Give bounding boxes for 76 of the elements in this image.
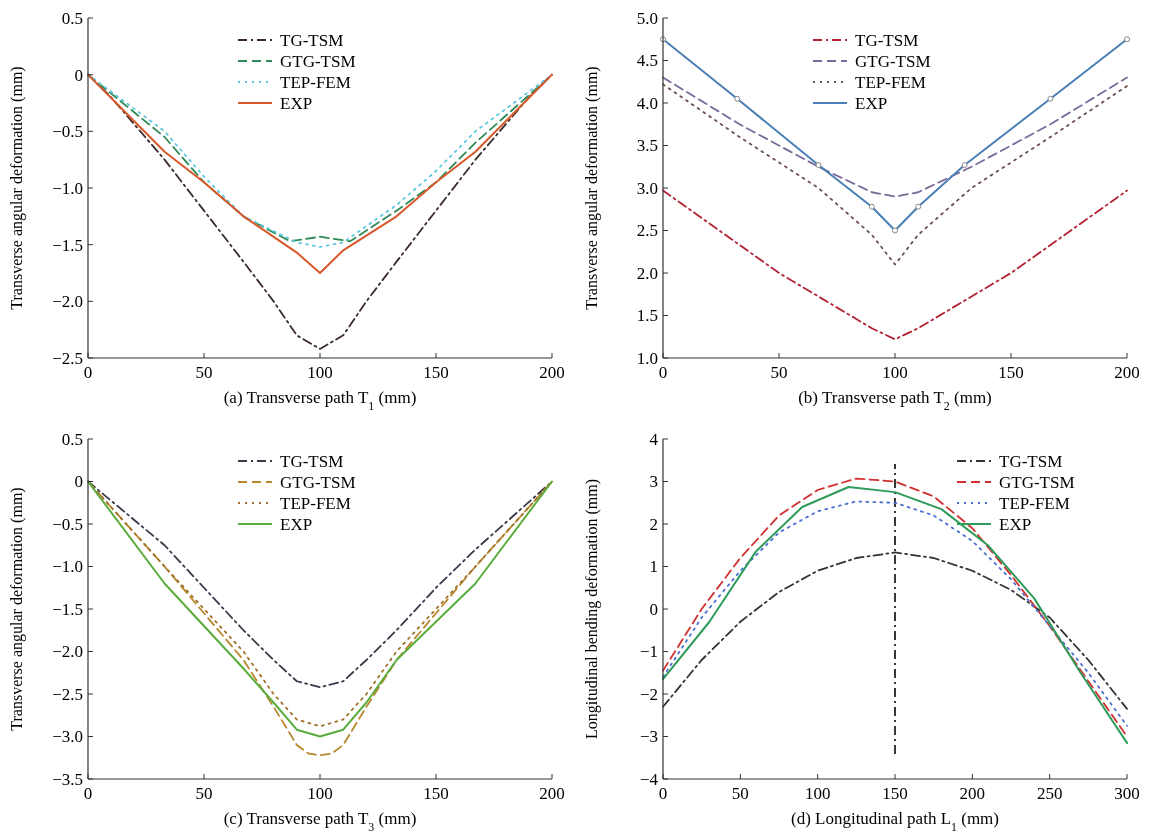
legend-label: GTG-TSM [855, 51, 931, 71]
x-axis-title: (c) Transverse path T$_{3}$ (mm) [223, 809, 417, 834]
y-axis-title: Longitudinal bending deformation (mm) [583, 479, 601, 739]
legend-label: EXP [999, 514, 1032, 534]
x-tick-label: 150 [423, 363, 449, 382]
y-tick-label: −2.5 [52, 348, 83, 368]
x-tick-label: 100 [804, 784, 831, 803]
x-tick-label: 200 [539, 784, 565, 803]
x-tick-label: 200 [539, 363, 565, 382]
y-tick-label: −1 [639, 642, 658, 662]
y-tick-label: 5.0 [636, 8, 658, 28]
legend-label: TG-TSM [999, 451, 1063, 471]
x-tick-label: 100 [307, 784, 333, 803]
y-tick-label: 2.0 [636, 263, 658, 283]
legend-label: TEP-FEM [280, 72, 351, 92]
y-tick-label: −2.0 [52, 292, 83, 312]
legend-label: TEP-FEM [999, 493, 1070, 513]
x-tick-label: 200 [1114, 363, 1140, 382]
y-tick-label: 1.0 [636, 348, 658, 368]
y-tick-label: 0 [74, 472, 83, 492]
legend-label: EXP [855, 93, 888, 113]
y-tick-label: −2 [639, 684, 658, 704]
y-tick-label: −3.5 [52, 769, 83, 789]
y-tick-label: 4.5 [636, 51, 658, 71]
y-tick-label: 2.5 [636, 221, 658, 241]
y-tick-label: −1.0 [52, 557, 83, 577]
x-axis-title: (d) Longitudinal path L$_{1}$ (mm) [790, 809, 1000, 834]
legend-label: TG-TSM [855, 30, 919, 50]
y-tick-label: 0.5 [61, 8, 83, 28]
x-tick-label: 150 [998, 363, 1024, 382]
legend-label: EXP [280, 514, 313, 534]
legend-label: TG-TSM [280, 451, 344, 471]
x-tick-label: 50 [195, 363, 213, 382]
y-tick-label: 4 [649, 429, 659, 449]
x-axis-title: (a) Transverse path T$_{1}$ (mm) [223, 388, 417, 413]
y-tick-label: 1 [649, 557, 658, 577]
x-tick-label: 100 [307, 363, 333, 382]
y-tick-label: −4 [639, 769, 659, 789]
y-tick-label: 0 [649, 599, 658, 619]
y-tick-label: −2.0 [52, 642, 83, 662]
y-tick-label: −0.5 [52, 122, 83, 142]
legend-label: GTG-TSM [999, 472, 1075, 492]
y-tick-label: −3 [639, 727, 658, 747]
x-tick-label: 50 [731, 784, 749, 803]
x-tick-label: 50 [195, 784, 213, 803]
y-tick-label: −3.0 [52, 727, 83, 747]
x-tick-label: 150 [423, 784, 449, 803]
legend-label: TEP-FEM [855, 72, 926, 92]
legend-label: GTG-TSM [280, 472, 356, 492]
y-tick-label: 3 [649, 472, 658, 492]
y-tick-label: 3.0 [636, 178, 658, 198]
y-tick-label: 1.5 [636, 306, 658, 326]
y-tick-label: −2.5 [52, 684, 83, 704]
y-tick-label: −1.0 [52, 178, 83, 198]
x-tick-label: 250 [1036, 784, 1063, 803]
y-tick-label: 0 [74, 65, 83, 85]
y-axis-title: Transverse angular deformation (mm) [8, 66, 26, 310]
y-tick-label: 2 [649, 514, 658, 534]
y-tick-label: 0.5 [61, 429, 83, 449]
y-tick-label: 3.5 [636, 136, 658, 156]
legend-label: GTG-TSM [280, 51, 356, 71]
legend-label: TG-TSM [280, 30, 344, 50]
legend-label: TEP-FEM [280, 493, 351, 513]
x-tick-label: 50 [770, 363, 788, 382]
y-tick-label: −0.5 [52, 514, 83, 534]
x-tick-label: 100 [882, 363, 908, 382]
y-tick-label: 4.0 [636, 93, 658, 113]
x-tick-label: 150 [882, 784, 908, 803]
y-tick-label: −1.5 [52, 599, 83, 619]
y-axis-title: Transverse angular deformation (mm) [8, 487, 26, 731]
x-tick-label: 300 [1114, 784, 1140, 803]
y-tick-label: −1.5 [52, 235, 83, 255]
y-axis-title: Transverse angular deformation (mm) [583, 66, 601, 310]
x-axis-title: (b) Transverse path T$_{2}$ (mm) [798, 388, 992, 413]
legend-label: EXP [280, 93, 313, 113]
x-tick-label: 200 [959, 784, 986, 803]
